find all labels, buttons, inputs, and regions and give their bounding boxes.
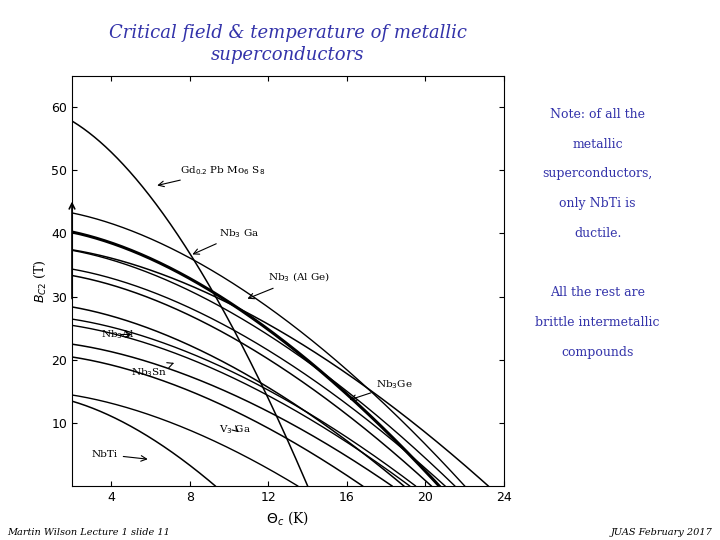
Text: Martin Wilson Lecture 1 slide 11: Martin Wilson Lecture 1 slide 11 bbox=[7, 528, 170, 537]
Text: Nb$_3$Ge: Nb$_3$Ge bbox=[351, 379, 413, 400]
Text: ductile.: ductile. bbox=[574, 227, 621, 240]
Text: Nb$_3$ Ga: Nb$_3$ Ga bbox=[194, 227, 259, 254]
Text: only NbTi is: only NbTi is bbox=[559, 197, 636, 210]
Text: compounds: compounds bbox=[562, 346, 634, 359]
Text: superconductors,: superconductors, bbox=[542, 167, 653, 180]
Text: NbTi: NbTi bbox=[91, 450, 147, 461]
Text: All the rest are: All the rest are bbox=[550, 286, 645, 299]
Text: metallic: metallic bbox=[572, 138, 623, 151]
Text: superconductors: superconductors bbox=[211, 46, 365, 64]
Text: Critical field & temperature of metallic: Critical field & temperature of metallic bbox=[109, 24, 467, 42]
Text: Nb$_3$Al: Nb$_3$Al bbox=[102, 328, 135, 341]
Text: JUAS February 2017: JUAS February 2017 bbox=[611, 528, 713, 537]
Text: Nb$_3$ (Al Ge): Nb$_3$ (Al Ge) bbox=[248, 271, 330, 299]
Text: Nb$_3$Sn: Nb$_3$Sn bbox=[131, 363, 173, 379]
Text: V$_3$ Ga: V$_3$ Ga bbox=[220, 423, 251, 436]
Y-axis label: $B_{C2}$ (T): $B_{C2}$ (T) bbox=[33, 259, 48, 302]
Text: Gd$_{0.2}$ Pb Mo$_6$ S$_8$: Gd$_{0.2}$ Pb Mo$_6$ S$_8$ bbox=[158, 164, 265, 187]
X-axis label: $\Theta_c$ (K): $\Theta_c$ (K) bbox=[266, 509, 310, 527]
Text: brittle intermetallic: brittle intermetallic bbox=[536, 316, 660, 329]
Text: Note: of all the: Note: of all the bbox=[550, 108, 645, 121]
